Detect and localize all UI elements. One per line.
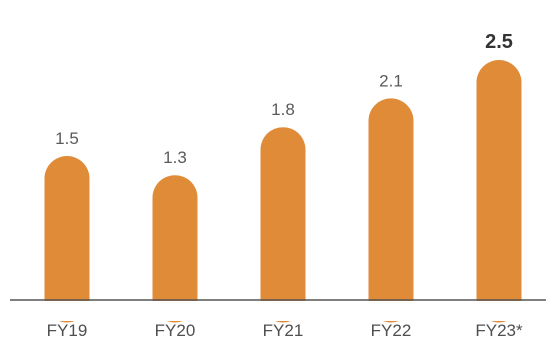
- category-label: FY19: [47, 321, 88, 338]
- bars-group: [0, 60, 546, 323]
- value-labels-group: 1.5 1.3 1.8 2.1 2.5: [55, 31, 513, 167]
- bar-fy23: [476, 60, 522, 323]
- bar-fy20: [152, 175, 198, 323]
- category-labels-group: FY19 FY20 FY21 FY22 FY23*: [47, 321, 523, 338]
- value-label: 1.8: [271, 100, 295, 119]
- value-label: 2.5: [485, 31, 513, 53]
- category-label: FY21: [263, 321, 304, 338]
- value-label: 1.5: [55, 129, 79, 148]
- category-label: FY23*: [475, 321, 523, 338]
- value-label: 1.3: [163, 148, 187, 167]
- category-label: FY22: [371, 321, 412, 338]
- category-label: FY20: [155, 321, 196, 338]
- bar-fy19: [44, 156, 90, 323]
- bar-fy22: [368, 98, 414, 323]
- value-label: 2.1: [379, 71, 403, 90]
- bar-fy21: [260, 127, 306, 323]
- baseline-mask: [0, 301, 546, 321]
